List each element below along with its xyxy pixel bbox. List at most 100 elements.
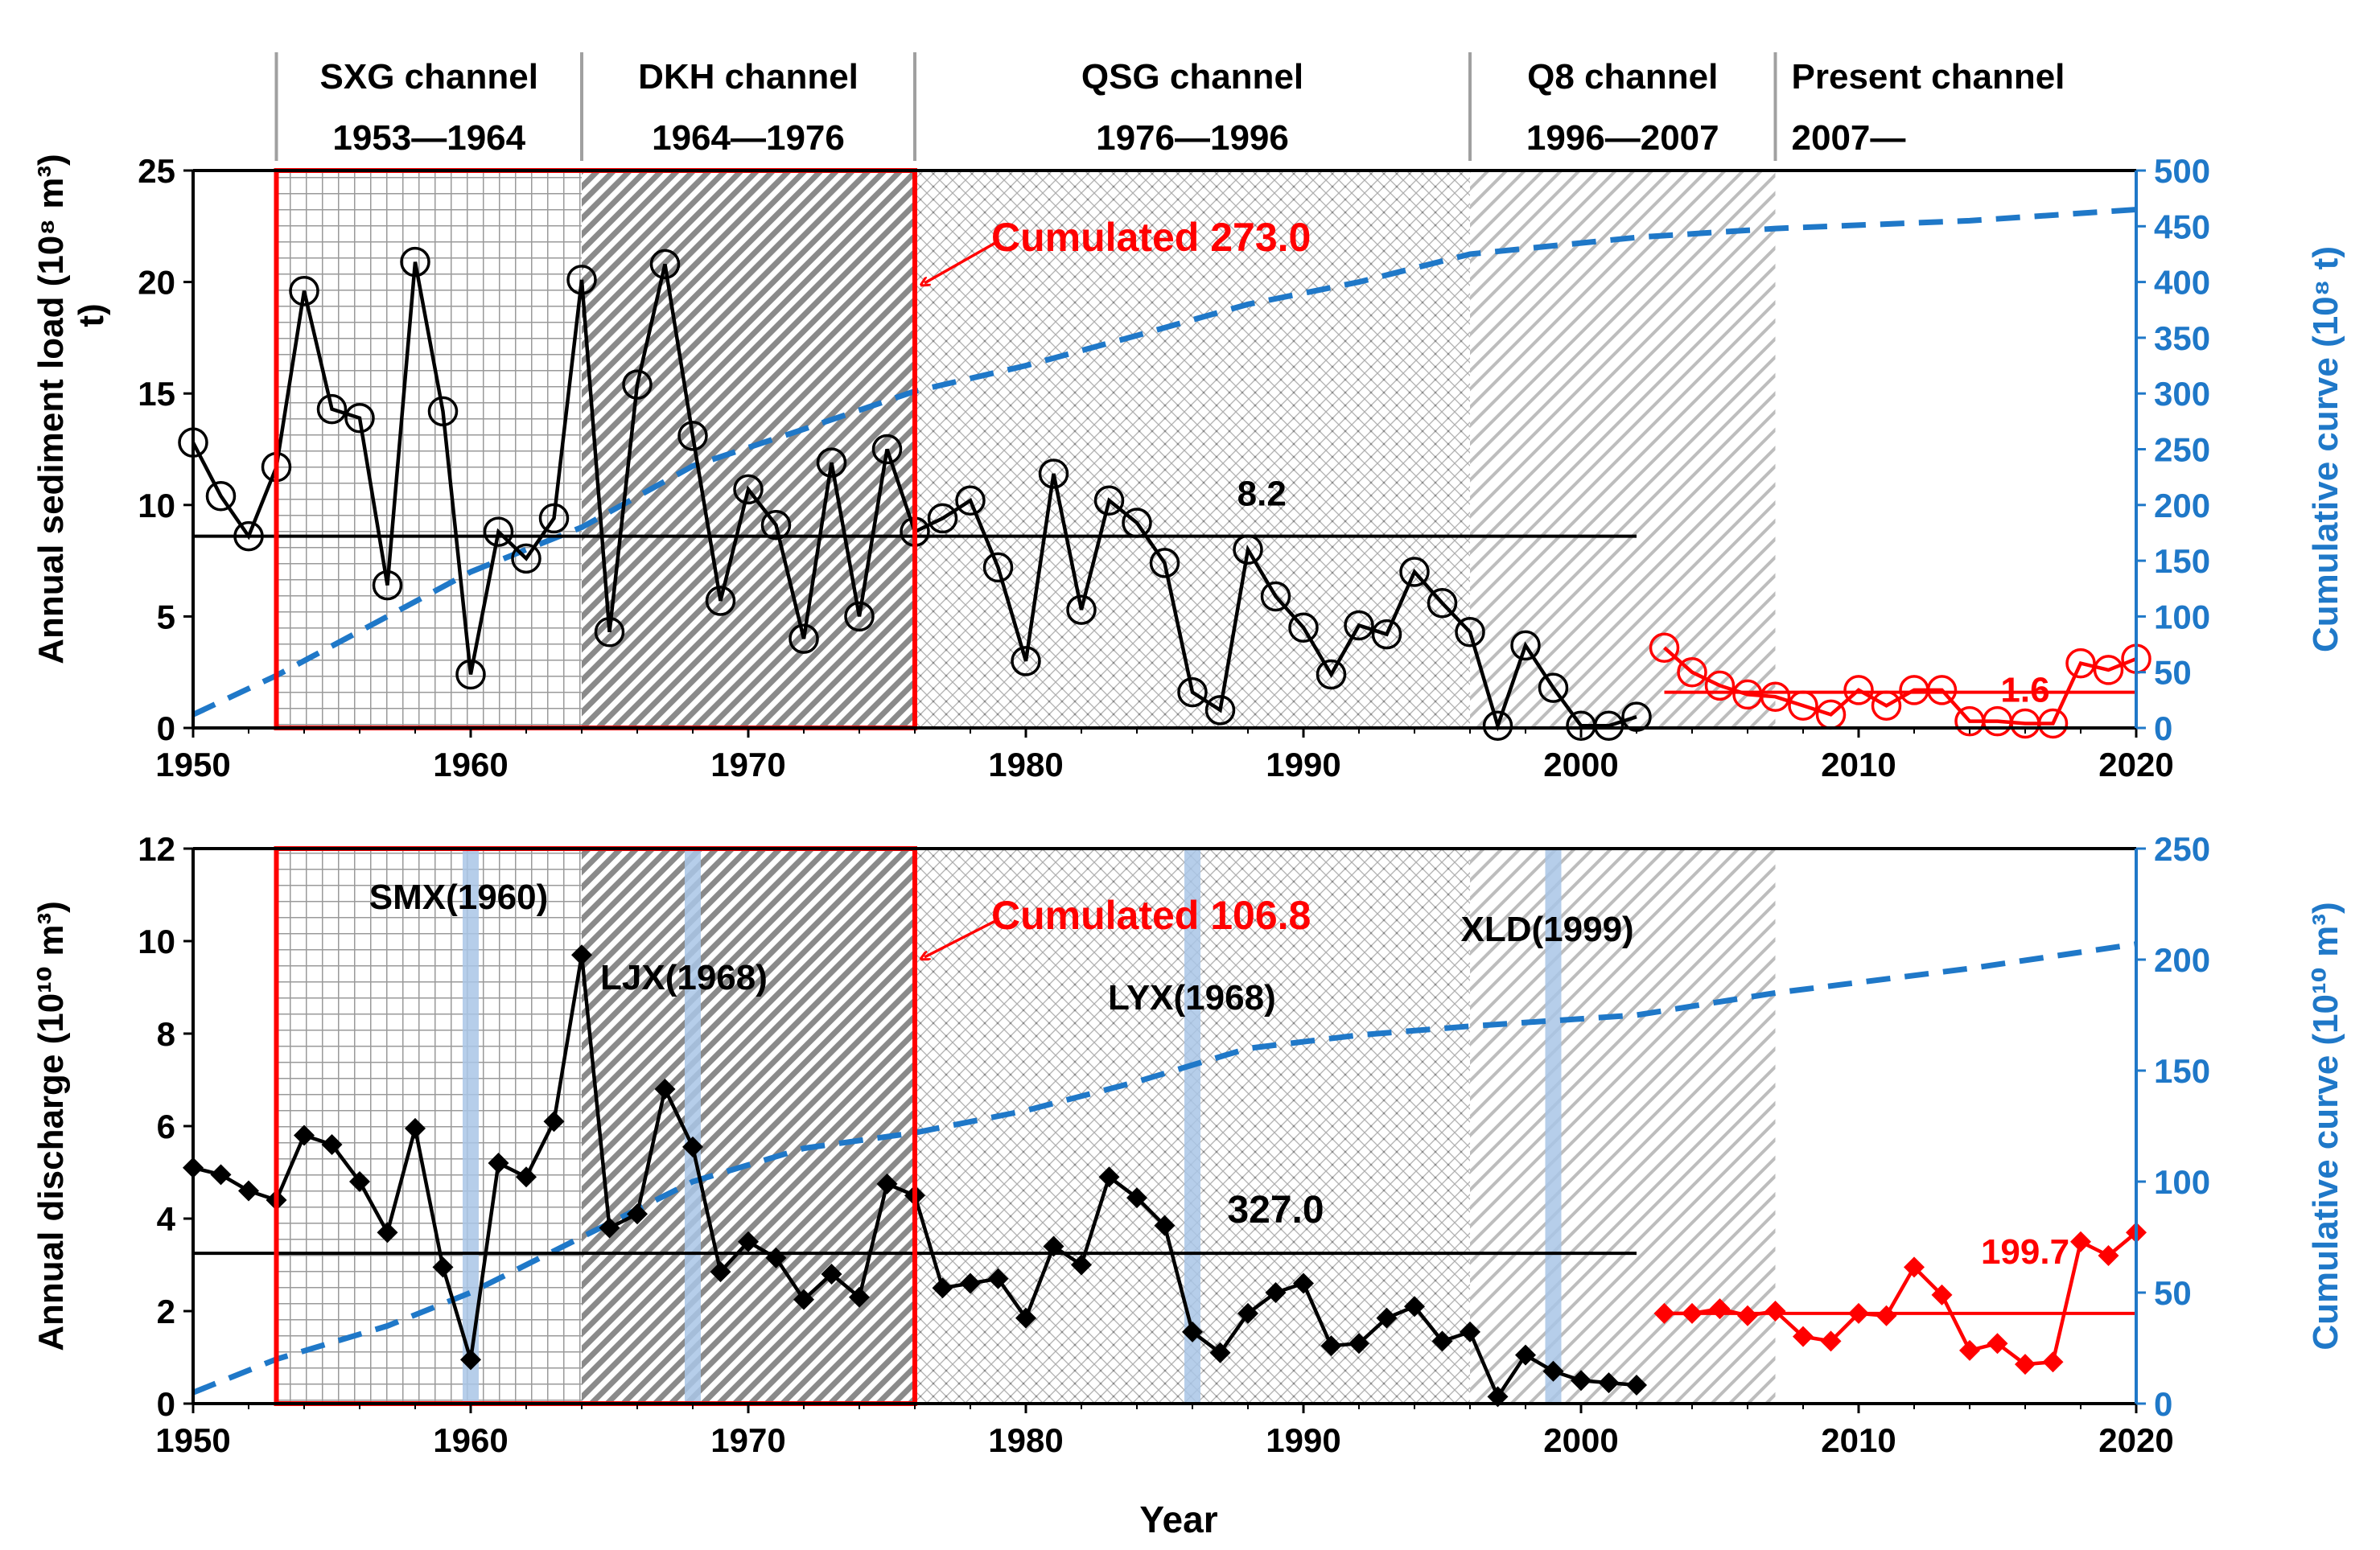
x-axis-title: Year <box>1139 1499 1217 1540</box>
data-point <box>649 249 681 280</box>
data-point <box>594 617 625 648</box>
y2-tick-label: 350 <box>2154 319 2210 357</box>
data-point <box>1288 612 1319 643</box>
y-axis-title: t) <box>72 303 111 327</box>
data-point <box>1122 508 1152 538</box>
period-band <box>1470 171 1776 728</box>
data-point <box>1265 1282 1287 1303</box>
data-point <box>1653 1302 1675 1324</box>
data-point <box>1626 1375 1647 1396</box>
y-axis-title: Annual sediment load (10⁸ m³) <box>31 154 71 664</box>
data-point <box>1598 1372 1620 1394</box>
period-range: 1996—2007 <box>1526 118 1719 158</box>
y2-tick-label: 100 <box>2154 598 2210 635</box>
annotation-arrow <box>924 919 996 957</box>
data-point <box>1316 659 1347 690</box>
data-point <box>1237 1302 1258 1324</box>
mean-label: 327.0 <box>1227 1189 1324 1231</box>
data-point <box>927 503 958 534</box>
y-tick-label: 15 <box>138 375 175 413</box>
cumulative-curve <box>191 207 2137 717</box>
y2-tick-label: 200 <box>2154 487 2210 524</box>
data-point <box>1431 1330 1453 1352</box>
y-tick-label: 4 <box>157 1200 176 1238</box>
x-tick-label: 1960 <box>433 1421 508 1459</box>
data-point <box>738 1231 759 1252</box>
event-label: LYX(1968) <box>1108 978 1276 1018</box>
data-point <box>1204 695 1236 726</box>
period-range: 1964—1976 <box>652 118 845 158</box>
data-point <box>1460 1321 1480 1342</box>
period-name: QSG channel <box>1081 57 1303 97</box>
data-point <box>2037 708 2069 739</box>
annotation-text: Cumulated 106.8 <box>991 893 1311 938</box>
data-point <box>1959 1339 1980 1361</box>
data-point <box>321 1134 343 1155</box>
x-tick-label: 1950 <box>155 1421 230 1459</box>
data-point <box>1149 548 1180 578</box>
data-point <box>483 516 514 547</box>
data-point <box>1011 646 1041 676</box>
data-point <box>205 480 237 512</box>
data-point <box>1154 1215 1176 1236</box>
event-band <box>685 849 701 1404</box>
data-point <box>427 396 459 427</box>
data-point <box>1542 1360 1564 1382</box>
x-tick-label: 1980 <box>988 1421 1063 1459</box>
data-point <box>627 1203 648 1225</box>
y2-axis-title: Cumulative curve (10⁸ t) <box>2306 246 2345 652</box>
data-point <box>955 485 986 516</box>
data-point <box>705 586 736 616</box>
data-point <box>289 275 319 306</box>
data-point <box>2015 1354 2036 1375</box>
period-band <box>276 849 582 1404</box>
data-point <box>1793 1326 1814 1347</box>
x-tick-label: 1990 <box>1266 746 1340 783</box>
data-point <box>789 623 819 654</box>
y2-tick-label: 150 <box>2154 1052 2210 1090</box>
y-tick-label: 6 <box>157 1108 175 1145</box>
data-point <box>566 265 597 295</box>
data-point <box>1233 534 1263 565</box>
event-band <box>1545 849 1562 1404</box>
period-name: SXG channel <box>320 57 538 97</box>
data-point <box>1649 632 1680 663</box>
y-tick-label: 20 <box>138 264 175 302</box>
data-point <box>460 1349 481 1371</box>
y-tick-label: 0 <box>157 709 175 747</box>
y2-tick-label: 0 <box>2154 1385 2172 1423</box>
data-point <box>455 659 486 690</box>
data-point <box>1737 1305 1758 1326</box>
data-point <box>932 1277 953 1299</box>
cumulative-curve <box>191 941 2137 1396</box>
data-point <box>876 1173 898 1194</box>
data-point <box>372 569 403 601</box>
data-point <box>1066 594 1097 625</box>
data-point <box>765 1247 787 1268</box>
data-point <box>622 369 653 400</box>
data-point <box>1571 1370 1591 1392</box>
event-label: XLD(1999) <box>1461 910 1634 949</box>
data-point <box>1038 458 1069 489</box>
data-point <box>1371 619 1402 650</box>
data-point <box>654 1079 676 1100</box>
data-point <box>1455 617 1485 648</box>
data-point <box>1820 1330 1842 1352</box>
data-point <box>571 944 592 966</box>
data-point <box>1344 610 1374 641</box>
data-point <box>1482 710 1513 741</box>
data-point <box>400 246 430 278</box>
data-point <box>1260 581 1291 612</box>
data-point <box>1709 1298 1731 1320</box>
mean-label: 1.6 <box>2000 671 2049 710</box>
y2-tick-label: 250 <box>2154 431 2210 469</box>
data-point <box>1538 672 1569 703</box>
y2-tick-label: 400 <box>2154 264 2210 302</box>
data-point <box>377 1222 398 1244</box>
y2-tick-label: 250 <box>2154 830 2210 868</box>
x-tick-label: 1970 <box>710 746 785 783</box>
data-point <box>1760 681 1791 712</box>
data-point <box>1682 1302 1703 1324</box>
x-tick-label: 2020 <box>2098 1421 2173 1459</box>
data-point <box>1677 656 1707 688</box>
